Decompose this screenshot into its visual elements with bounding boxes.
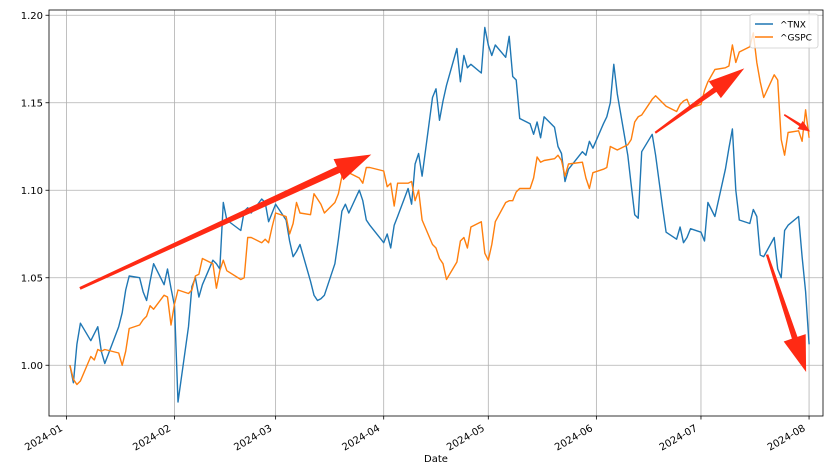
series-layer <box>69 26 810 403</box>
annotation-arrows <box>79 68 811 373</box>
y-tick-label: 1.05 <box>21 273 43 284</box>
plot-area-frame <box>48 9 824 417</box>
y-tick-label: 1.00 <box>21 361 43 372</box>
annotation-arrow <box>654 68 745 134</box>
legend-box <box>749 13 819 49</box>
legend-label: ^TNX <box>780 21 806 31</box>
legend: ^TNX ^GSPC <box>749 13 819 49</box>
y-tick-label: 1.10 <box>21 186 43 197</box>
series-line-gspc <box>69 32 810 386</box>
annotation-arrow <box>765 254 807 373</box>
y-tick-label: 1.15 <box>21 98 43 109</box>
y-tick-label: 1.20 <box>21 11 43 22</box>
legend-label: ^GSPC <box>780 34 812 44</box>
y-axis: 1.00 1.05 1.10 1.15 1.20 <box>21 11 49 372</box>
annotation-arrow <box>79 154 372 290</box>
annotation-arrow <box>783 113 811 132</box>
x-axis-label: Date <box>424 454 448 465</box>
